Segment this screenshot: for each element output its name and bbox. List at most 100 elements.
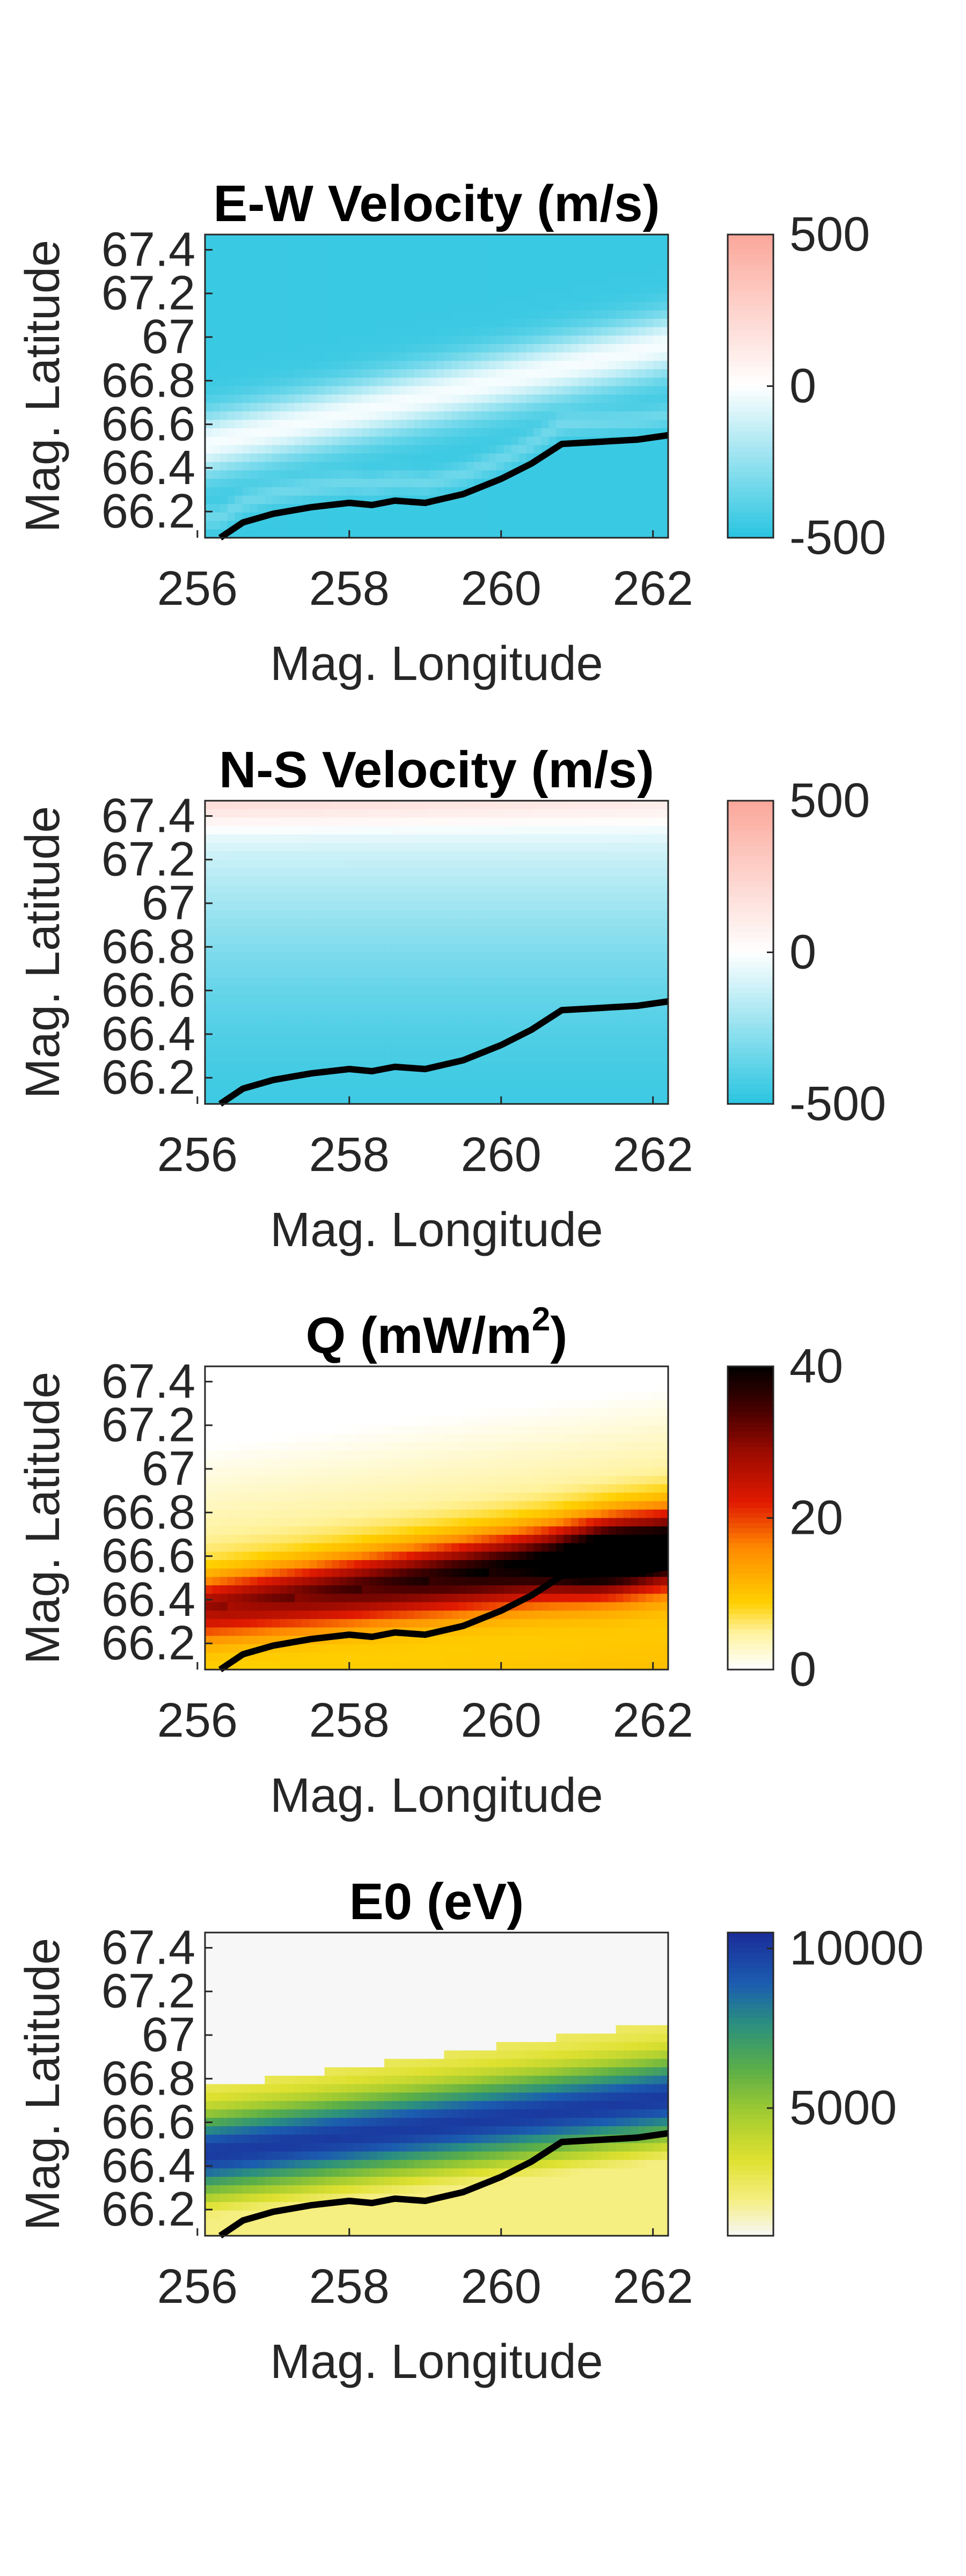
heatmap-cell	[586, 445, 594, 454]
heatmap-cell	[601, 1011, 609, 1020]
heatmap-cell	[481, 327, 489, 336]
heatmap-cell	[459, 1078, 467, 1088]
heatmap-cell	[332, 243, 340, 252]
heatmap-cell	[302, 268, 310, 277]
heatmap-cell	[384, 1002, 392, 1012]
heatmap-cell	[250, 1383, 258, 1392]
heatmap-cell	[362, 986, 370, 995]
heatmap-cell	[661, 276, 669, 286]
heatmap-cell	[593, 445, 602, 454]
heatmap-cell	[586, 1045, 594, 1054]
heatmap-cell	[384, 479, 392, 488]
heatmap-cell	[324, 402, 333, 412]
heatmap-cell	[601, 834, 609, 844]
heatmap-cell	[280, 943, 288, 953]
heatmap-cell	[242, 1661, 251, 1670]
heatmap-cell	[601, 512, 609, 522]
heatmap-cell	[578, 826, 587, 835]
heatmap-cell	[265, 310, 273, 319]
heatmap-cell	[608, 402, 617, 412]
heatmap-cell	[295, 952, 303, 961]
colorbar-step	[728, 851, 773, 857]
heatmap-cell	[511, 335, 519, 345]
heatmap-cell	[638, 276, 647, 286]
heatmap-cell	[616, 260, 624, 269]
heatmap-cell	[503, 868, 512, 877]
heatmap-cell	[212, 243, 221, 252]
heatmap-cell	[287, 902, 295, 911]
heatmap-cell	[235, 1543, 243, 1553]
heatmap-cell	[406, 893, 415, 903]
heatmap-cell	[219, 1627, 228, 1637]
heatmap-cell	[384, 859, 392, 869]
heatmap-cell	[646, 952, 654, 961]
x-tick-label: 258	[309, 562, 390, 616]
colorbar-step	[728, 983, 773, 989]
heatmap-cell	[541, 529, 550, 538]
heatmap-cell	[586, 235, 594, 244]
heatmap-cell	[459, 1045, 467, 1054]
heatmap-cell	[250, 285, 258, 294]
heatmap-cell	[631, 260, 639, 269]
heatmap-cell	[488, 428, 497, 437]
heatmap-cell	[250, 1020, 258, 1029]
heatmap-cell	[586, 512, 594, 522]
heatmap-cell	[444, 1002, 452, 1012]
heatmap-cell	[481, 1087, 489, 1096]
heatmap-cell	[295, 1020, 303, 1029]
heatmap-cell	[257, 344, 266, 353]
heatmap-cell	[653, 977, 661, 987]
heatmap-cell	[339, 876, 348, 885]
heatmap-cell	[219, 445, 228, 454]
heatmap-cell	[369, 352, 377, 362]
heatmap-cell	[399, 445, 407, 454]
heatmap-cell	[481, 1095, 489, 1104]
heatmap-cell	[235, 1045, 243, 1054]
heatmap-cell	[377, 918, 385, 928]
heatmap-cell	[496, 1011, 504, 1020]
heatmap-cell	[631, 487, 639, 496]
heatmap-cell	[317, 411, 325, 421]
heatmap-cell	[332, 276, 340, 286]
heatmap-cell	[205, 910, 213, 919]
heatmap-cell	[354, 902, 363, 911]
heatmap-cell	[250, 1442, 258, 1451]
heatmap-cell	[227, 1062, 236, 1071]
heatmap-cell	[436, 335, 445, 345]
heatmap-cell	[474, 1078, 482, 1088]
heatmap-cell	[541, 285, 550, 294]
heatmap-cell	[518, 994, 527, 1004]
heatmap-cell	[421, 817, 430, 826]
heatmap-cell	[556, 402, 564, 412]
heatmap-cell	[347, 969, 355, 978]
heatmap-cell	[219, 851, 228, 860]
heatmap-cell	[272, 918, 280, 928]
heatmap-cell	[481, 893, 489, 903]
heatmap-cell	[302, 943, 310, 953]
heatmap-cell	[488, 961, 497, 970]
heatmap-cell	[339, 961, 348, 970]
heatmap-cell	[257, 1045, 266, 1054]
heatmap-cell	[593, 1036, 602, 1045]
heatmap-cell	[578, 927, 587, 936]
heatmap-cell	[481, 977, 489, 987]
heatmap-cell	[466, 1045, 474, 1054]
heatmap-cell	[242, 235, 251, 244]
heatmap-cell	[414, 969, 422, 978]
colorbar-step	[728, 350, 773, 356]
heatmap-cell	[586, 876, 594, 885]
heatmap-cell	[518, 276, 527, 286]
heatmap-cell	[309, 285, 318, 294]
heatmap-cell	[421, 377, 430, 387]
heatmap-cell	[257, 1408, 266, 1417]
heatmap-cell	[212, 884, 221, 894]
heatmap-cell	[638, 361, 647, 370]
heatmap-cell	[481, 512, 489, 522]
heatmap-cell	[362, 327, 370, 336]
heatmap-cell	[466, 327, 474, 336]
heatmap-cell	[631, 969, 639, 978]
heatmap-cell	[347, 521, 355, 530]
heatmap-cell	[474, 352, 482, 362]
heatmap-cell	[496, 377, 504, 387]
heatmap-cell	[324, 327, 333, 336]
